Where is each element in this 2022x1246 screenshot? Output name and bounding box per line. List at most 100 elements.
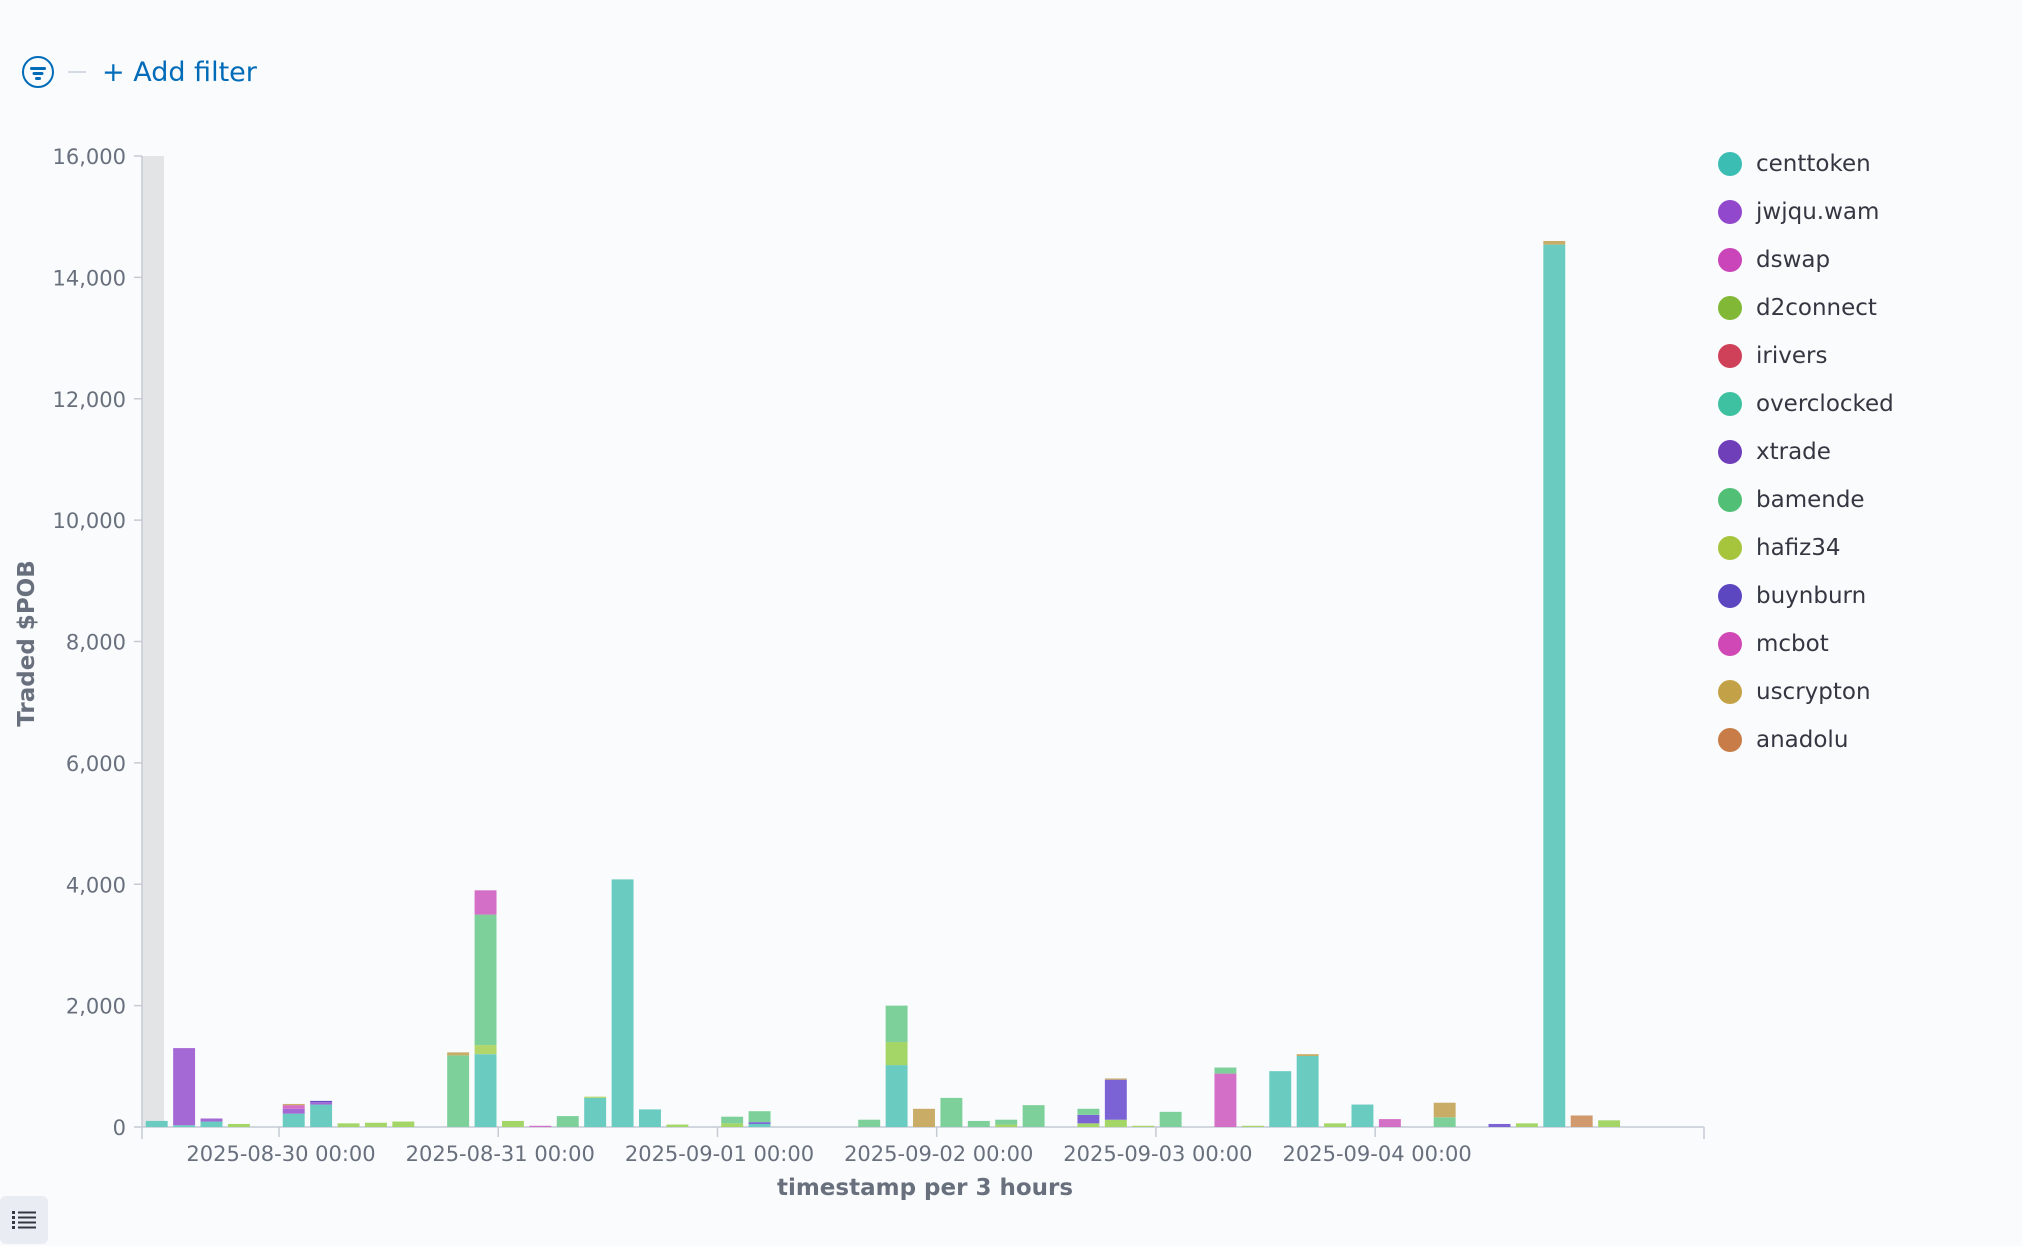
legend-label: centtoken [1756,151,1871,177]
list-icon [12,1211,36,1229]
y-tick-label: 4,000 [66,873,126,897]
bar-segment [858,1119,881,1127]
bar-segment [1570,1115,1593,1127]
traded-pob-chart: 0 2,000 4,000 6,000 8,000 10,000 12,000 14,000 1… [14,145,1705,1201]
legend-item-xtrade[interactable]: xtrade [1718,428,1894,476]
legend-item-centtoken[interactable]: centtoken [1718,140,1894,188]
bar-segment [282,1108,305,1114]
bar-segment [1296,1054,1319,1056]
add-filter-button[interactable]: + Add filter [102,56,257,88]
legend-label: buynburn [1756,583,1867,609]
bar-segment [1132,1125,1155,1127]
bar-segment [1488,1123,1511,1127]
bar-segment [885,1065,908,1127]
bar-segment [885,1005,908,1043]
bar-segment [447,1052,470,1056]
legend-item-dswap[interactable]: dswap [1718,236,1894,284]
bar-segment [666,1124,689,1127]
bar-segment [310,1102,333,1105]
legend-item-d2connect[interactable]: d2connect [1718,284,1894,332]
legend-color-dot [1718,152,1742,176]
legend-item-anadolu[interactable]: anadolu [1718,716,1894,764]
x-axis-title: timestamp per 3 hours [777,1175,1073,1201]
bar-segment [1022,1105,1045,1127]
bar-segment [474,890,497,915]
legend-color-dot [1718,680,1742,704]
legend-color-dot [1718,200,1742,224]
legend-item-uscrypton[interactable]: uscrypton [1718,668,1894,716]
bar-segment [1104,1119,1127,1127]
y-tick-label: 10,000 [53,509,126,533]
legend-label: jwjqu.wam [1756,199,1880,225]
legend-label: dswap [1756,247,1831,273]
bar-segment [282,1103,305,1106]
bar-segment [392,1121,415,1127]
bar-segment [721,1116,744,1124]
bar-segment [885,1042,908,1066]
legend-item-mcbot[interactable]: mcbot [1718,620,1894,668]
y-tick-label: 2,000 [66,995,126,1019]
legend-toggle-button[interactable] [0,1196,48,1244]
legend-item-overclocked[interactable]: overclocked [1718,380,1894,428]
legend-label: hafiz34 [1756,535,1841,561]
legend-label: bamende [1756,487,1865,513]
legend-color-dot [1718,632,1742,656]
bar-segment [173,1125,196,1127]
legend-color-dot [1718,248,1742,272]
y-tick-label: 0 [113,1116,126,1140]
bar-segment [1378,1119,1401,1127]
bar-segment [282,1105,305,1109]
legend-item-bamende[interactable]: bamende [1718,476,1894,524]
bar-segment [611,879,634,1127]
bar-segment [748,1123,771,1127]
bar-segment [200,1121,223,1127]
y-tick-label: 16,000 [53,145,126,169]
y-tick-label: 6,000 [66,752,126,776]
bar-segment [200,1118,223,1122]
legend-item-jwjqu-wam[interactable]: jwjqu.wam [1718,188,1894,236]
bar-segment [556,1116,579,1127]
brush-band [142,156,164,1127]
legend-color-dot [1718,392,1742,416]
bar-segment [173,1048,196,1126]
bar-segment [1433,1102,1456,1118]
bar-segment [1324,1123,1347,1127]
bar-segment [1543,244,1566,1127]
legend-label: irivers [1756,343,1828,369]
filter-icon[interactable] [22,56,54,88]
bar-segment [474,914,497,1046]
x-tick-label: 2025-09-02 00:00 [844,1142,1033,1166]
bar-segment [282,1113,305,1127]
bar-segment [1241,1125,1264,1127]
bar-segment [227,1123,250,1127]
legend-item-buynburn[interactable]: buynburn [1718,572,1894,620]
bar-segment [1433,1117,1456,1127]
bar-segment [1269,1071,1292,1127]
bar-segment [940,1097,963,1127]
bar-segment [1543,240,1566,245]
legend-color-dot [1718,488,1742,512]
legend-item-irivers[interactable]: irivers [1718,332,1894,380]
bar-segment [1077,1108,1100,1115]
bar-segment [1214,1067,1237,1074]
bar-segment [1296,1055,1319,1127]
bar-segment [529,1125,552,1127]
legend-item-hafiz34[interactable]: hafiz34 [1718,524,1894,572]
bar-segment [967,1120,990,1127]
legend-label: uscrypton [1756,679,1871,705]
x-tick-label: 2025-09-04 00:00 [1283,1142,1472,1166]
bar-segment [447,1055,470,1127]
legend-color-dot [1718,536,1742,560]
bar-segment [748,1122,771,1124]
x-tick-label: 2025-08-30 00:00 [186,1142,375,1166]
bar-segment [995,1119,1018,1125]
bar-segment [145,1120,168,1127]
bar-segment [1351,1104,1374,1127]
legend-color-dot [1718,344,1742,368]
legend-label: anadolu [1756,727,1849,753]
legend-color-dot [1718,728,1742,752]
legend-label: overclocked [1756,391,1894,417]
bar-segment [1077,1123,1100,1127]
bar-segment [639,1109,661,1127]
chart-legend: centtoken jwjqu.wam dswap d2connect irivers o… [1718,140,1894,764]
